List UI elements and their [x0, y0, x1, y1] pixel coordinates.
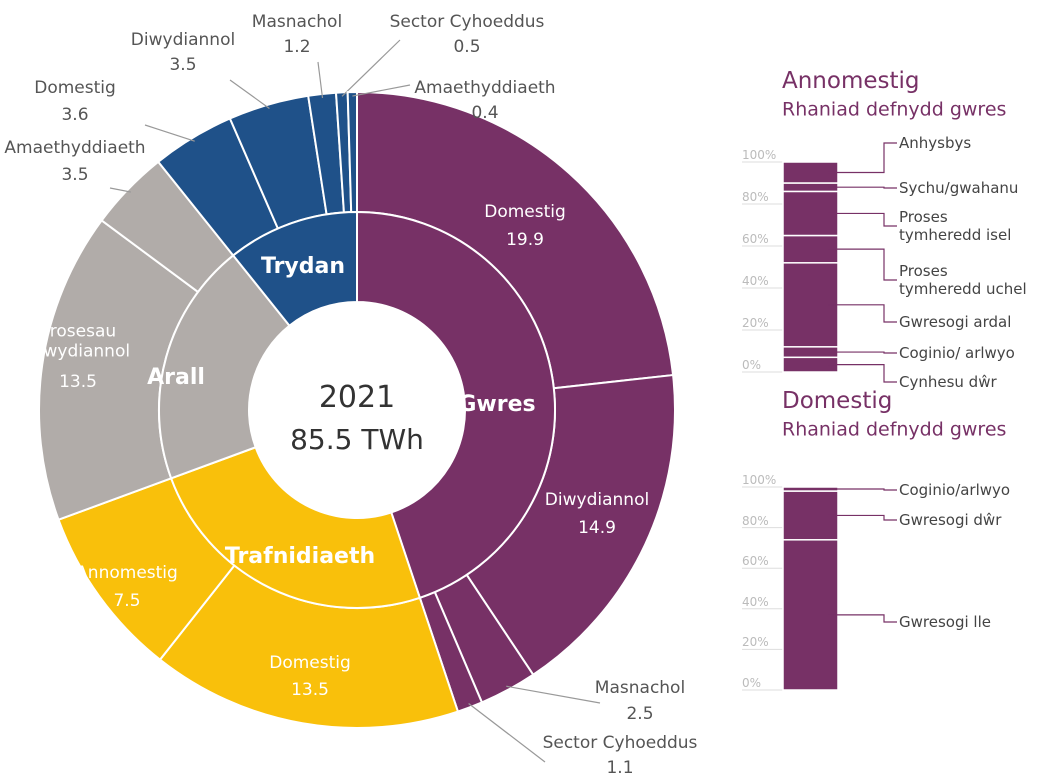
bar-title: Annomestig — [782, 68, 920, 95]
y-tick-label: 80% — [742, 513, 769, 528]
segment-label: Diwydiannol — [130, 29, 236, 50]
group-segment — [158, 254, 291, 480]
y-tick-label: 40% — [742, 273, 769, 288]
leader-line — [828, 514, 897, 521]
bar-title: Domestig — [782, 388, 893, 415]
segment-label: Masnachol — [594, 677, 686, 698]
y-tick-label: 20% — [742, 315, 769, 330]
segment-label: Cynhesu dŵr — [899, 373, 997, 391]
segment-label: Proses tymheredd uchel — [899, 262, 1027, 298]
segment-label: Amaethyddiaeth — [414, 77, 556, 98]
group-segment — [356, 210, 556, 600]
group-label: Trydan — [260, 253, 346, 279]
segment-label: Coginio/arlwyo — [899, 481, 1011, 499]
segment-value: 3.6 — [61, 104, 89, 125]
leader-line — [352, 84, 411, 97]
segment-label: Prosesau diwydiannol — [28, 321, 131, 362]
segment-label: Annomestig — [76, 562, 178, 583]
leader-line — [828, 304, 897, 323]
segment-label: Amaethyddiaeth — [4, 137, 146, 158]
bar-subtitle: Rhaniad defnydd gwres — [782, 418, 1007, 441]
leader-line — [828, 212, 897, 227]
leader-line — [506, 685, 601, 704]
leader-line — [144, 124, 195, 142]
segment-label: Domestig — [269, 652, 351, 673]
segment-value: 0.5 — [453, 36, 481, 57]
y-tick-label: 100% — [742, 472, 777, 487]
y-tick-label: 60% — [742, 231, 769, 246]
segment-value: 0.4 — [471, 102, 499, 123]
segment-value: 13.5 — [291, 679, 329, 700]
segment-value: 3.5 — [169, 54, 197, 75]
center-title: 2021 — [318, 380, 396, 415]
leader-line — [828, 186, 897, 189]
segment-label: Gwresogi dŵr — [899, 511, 1002, 529]
group-label: Trafnidiaeth — [224, 543, 376, 569]
bar-subtitle: Rhaniad defnydd gwres — [782, 98, 1007, 121]
leader-line — [229, 79, 270, 109]
segment-value: 1.1 — [606, 757, 634, 775]
y-tick-label: 0% — [742, 675, 762, 690]
group-segment — [231, 210, 358, 328]
segment-label: Domestig — [34, 77, 116, 98]
segment-label: Proses tymheredd isel — [899, 208, 1012, 244]
y-tick-label: 0% — [742, 357, 762, 372]
leader-line — [828, 614, 897, 623]
segment-value: 19.9 — [506, 229, 544, 250]
group-label: Gwres — [458, 391, 536, 417]
segment-label: Masnachol — [251, 11, 343, 32]
leader-line — [341, 39, 401, 97]
leader-line — [828, 142, 897, 174]
leader-line — [828, 351, 897, 354]
segment-label: Sector Cyhoeddus — [389, 11, 545, 32]
group-label: Arall — [147, 364, 205, 390]
center-subtitle: 85.5 TWh — [290, 423, 424, 457]
group-segment — [169, 445, 422, 609]
y-tick-label: 40% — [742, 594, 769, 609]
segment-value: 2.5 — [626, 703, 654, 724]
segment-label: Diwydiannol — [544, 489, 650, 510]
leader-line — [828, 248, 897, 281]
segment-value: 1.2 — [283, 36, 311, 57]
y-tick-label: 20% — [742, 635, 769, 650]
segment-label: Coginio/ arlwyo — [899, 344, 1015, 362]
y-tick-label: 100% — [742, 147, 777, 162]
leader-line — [317, 61, 324, 98]
y-tick-label: 80% — [742, 189, 769, 204]
segment-label: Sychu/gwahanu — [899, 179, 1019, 197]
leader-line — [109, 187, 132, 193]
segment-label: Gwresogi ardal — [899, 313, 1012, 331]
leader-line — [828, 488, 897, 491]
segment-value: 14.9 — [578, 517, 616, 538]
segment-value: 13.5 — [59, 371, 97, 392]
leader-line — [468, 703, 546, 763]
segment-label: Sector Cyhoeddus — [542, 732, 698, 753]
segment-label: Domestig — [484, 201, 566, 222]
leader-line — [828, 364, 897, 383]
segment-label: Anhysbys — [899, 134, 972, 152]
center-hole — [250, 303, 464, 517]
segment-label: Gwresogi lle — [899, 613, 991, 631]
segment-value: 7.5 — [113, 590, 141, 611]
segment-value: 3.5 — [61, 164, 89, 185]
y-tick-label: 60% — [742, 553, 769, 568]
